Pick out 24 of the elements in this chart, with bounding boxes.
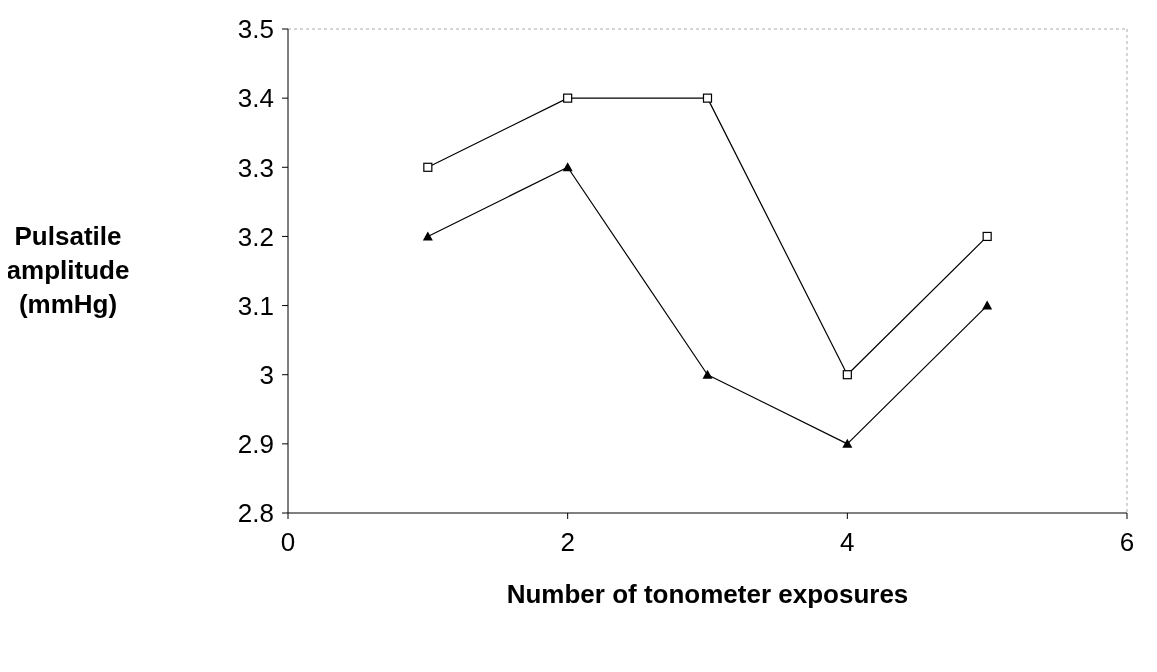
y-tick-label: 3.4 — [237, 83, 274, 114]
point — [982, 231, 992, 242]
y-tick-label: 2.8 — [237, 498, 274, 529]
point — [702, 369, 713, 379]
point — [423, 162, 433, 172]
y-tick-label: 3.3 — [237, 152, 274, 183]
x-tick-label: 6 — [1119, 527, 1135, 558]
x-tick-label: 0 — [280, 527, 296, 558]
point — [563, 93, 573, 103]
point — [562, 162, 573, 172]
point — [842, 370, 852, 380]
y-tick-label: 3.5 — [237, 14, 274, 45]
y-tick-label: 3.1 — [237, 290, 274, 321]
x-tick-label: 4 — [840, 527, 855, 558]
y-axis-title: Pulsatile amplitude (mmHg) — [6, 221, 130, 319]
y-tick-label: 2.9 — [237, 429, 274, 460]
x-axis-title: Number of tonometer exposures — [506, 579, 909, 609]
point — [982, 300, 993, 310]
x-tick-label: 2 — [560, 527, 575, 558]
y-tick-label: 3 — [259, 359, 274, 390]
y-tick-label: 3.2 — [237, 221, 274, 252]
point — [422, 231, 433, 241]
point — [842, 438, 853, 448]
point — [702, 93, 713, 103]
